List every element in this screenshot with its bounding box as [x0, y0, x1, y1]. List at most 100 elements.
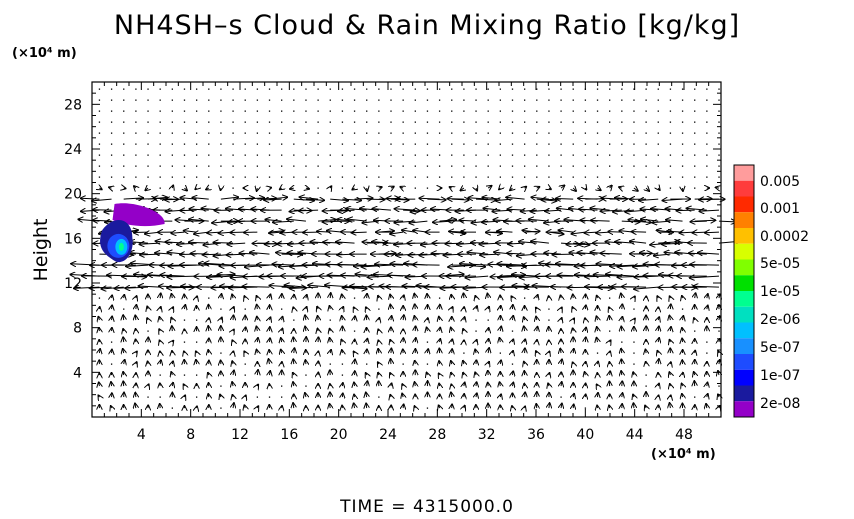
- colorbar-swatch: [734, 369, 754, 386]
- wind-vector: [718, 110, 720, 112]
- wind-vector: [244, 405, 245, 408]
- wind-vector: [718, 143, 720, 145]
- wind-vector: [180, 210, 197, 211]
- wind-vector: [548, 99, 550, 101]
- wind-vector: [305, 315, 306, 320]
- colorbar-swatch: [734, 196, 754, 213]
- wind-vector: [578, 198, 598, 199]
- wind-vector: [378, 176, 380, 178]
- wind-vector: [499, 338, 500, 342]
- wind-vector: [596, 352, 599, 354]
- wind-vector: [633, 132, 635, 134]
- wind-vector: [268, 110, 271, 112]
- wind-vector: [694, 165, 696, 167]
- wind-vector: [476, 306, 477, 309]
- wind-vector: [669, 154, 672, 156]
- wind-vector: [123, 198, 143, 199]
- wind-vector: [572, 307, 573, 309]
- wind-vector: [134, 186, 136, 188]
- wind-vector: [706, 341, 708, 343]
- chart-title: NH4SH–s Cloud & Rain Mixing Ratio [kg/kg…: [113, 10, 741, 41]
- wind-vector: [402, 88, 404, 90]
- wind-vector: [213, 242, 234, 243]
- wind-vector: [536, 308, 537, 309]
- wind-vector: [432, 253, 452, 254]
- wind-vector: [561, 308, 562, 310]
- wind-vector: [681, 99, 684, 101]
- wind-vector: [329, 154, 331, 156]
- wind-vector: [195, 176, 198, 178]
- x-tick-label: 36: [527, 427, 545, 443]
- wind-vector: [220, 99, 222, 101]
- wind-vector: [512, 371, 513, 375]
- wind-vector: [110, 341, 113, 343]
- wind-vector: [464, 383, 465, 386]
- wind-vector: [98, 165, 101, 167]
- wind-vector: [329, 363, 331, 365]
- x-tick-label: 20: [330, 427, 348, 443]
- wind-vector: [111, 382, 112, 386]
- wind-vector: [690, 264, 719, 265]
- wind-vector: [317, 99, 319, 101]
- wind-vector: [353, 176, 356, 178]
- wind-vector: [256, 396, 259, 398]
- wind-vector: [409, 221, 428, 223]
- wind-vector: [98, 317, 99, 320]
- wind-vector: [390, 110, 392, 112]
- wind-vector: [305, 110, 307, 112]
- wind-vector: [110, 363, 113, 365]
- wind-vector: [536, 351, 537, 353]
- wind-vector: [110, 176, 113, 178]
- wind-vector: [585, 372, 586, 375]
- wind-vector: [341, 99, 344, 101]
- wind-vector: [633, 154, 635, 156]
- wind-vector: [256, 99, 259, 101]
- wind-vector: [285, 285, 306, 287]
- wind-vector: [669, 316, 670, 320]
- wind-vector: [499, 143, 501, 145]
- wind-vector: [305, 176, 307, 178]
- wind-vector: [366, 132, 368, 134]
- wind-vector: [438, 297, 441, 299]
- wind-vector: [707, 294, 708, 298]
- wind-vector: [109, 187, 111, 188]
- wind-vector: [242, 287, 270, 288]
- wind-vector: [698, 253, 719, 254]
- wind-vector: [669, 121, 672, 123]
- wind-vector: [475, 110, 477, 112]
- wind-vector: [330, 186, 331, 188]
- wind-vector: [257, 350, 258, 353]
- wind-vector: [657, 296, 658, 298]
- wind-vector: [694, 372, 695, 375]
- wind-vector: [585, 276, 610, 277]
- colorbar-label: 1e-05: [760, 284, 800, 300]
- wind-vector: [463, 110, 465, 112]
- x-tick-label: 44: [626, 427, 644, 443]
- wind-vector: [293, 165, 295, 167]
- wind-vector: [220, 121, 222, 123]
- wind-vector: [341, 110, 344, 112]
- wind-vector: [123, 132, 125, 134]
- x-tick-label: 8: [186, 427, 195, 443]
- wind-vector: [633, 352, 635, 354]
- wind-vector: [281, 143, 283, 145]
- wind-vector: [123, 337, 124, 342]
- wind-vector: [499, 352, 501, 354]
- wind-vector: [145, 188, 148, 190]
- wind-vector: [232, 154, 234, 156]
- wind-vector: [256, 88, 259, 90]
- wind-vector: [290, 188, 294, 189]
- wind-vector: [256, 165, 259, 167]
- wind-vector: [438, 143, 441, 145]
- wind-vector: [585, 232, 598, 233]
- wind-vector: [440, 328, 441, 331]
- wind-vector: [645, 132, 647, 134]
- wind-vector: [718, 88, 720, 90]
- wind-vector: [464, 406, 465, 408]
- colorbar-swatch: [734, 338, 754, 354]
- wind-vector: [706, 143, 708, 145]
- wind-vector: [549, 188, 551, 189]
- wind-vector: [341, 187, 344, 189]
- wind-vector: [160, 275, 185, 276]
- wind-vector: [634, 188, 638, 191]
